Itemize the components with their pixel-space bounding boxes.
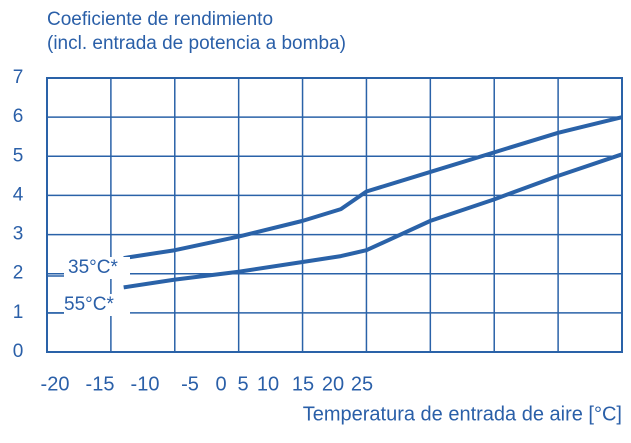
x-tick-label: 20: [322, 373, 344, 395]
x-tick-label: 0: [215, 373, 226, 395]
y-tick-label: 5: [13, 145, 24, 166]
chart-subtitle: (incl. entrada de potencia a bomba): [47, 33, 346, 54]
legend-label: 55°C*: [64, 294, 114, 315]
series-line: [123, 115, 623, 261]
y-tick-label: 0: [13, 341, 24, 362]
x-tick-label: -15: [86, 373, 115, 395]
legend-bg: [64, 294, 130, 316]
chart-title: Coeficiente de rendimiento: [47, 9, 273, 30]
legend-label: 35°C*: [68, 257, 118, 278]
series-line: [123, 152, 623, 290]
y-tick-label: 1: [13, 302, 24, 323]
x-tick-label: -20: [41, 373, 70, 395]
x-tick-label: 10: [257, 373, 279, 395]
y-tick-label: 2: [13, 263, 24, 284]
y-tick-label: 3: [13, 224, 24, 245]
y-tick-label: 6: [13, 106, 24, 127]
x-axis-label: Temperatura de entrada de aire [°C]: [303, 403, 622, 425]
legend-bg: [64, 257, 130, 279]
y-tick-label: 4: [13, 184, 24, 205]
y-tick-label: 7: [13, 67, 24, 88]
x-tick-label: 15: [292, 373, 314, 395]
x-tick-label: -10: [131, 373, 160, 395]
x-tick-label: 5: [237, 373, 248, 395]
x-tick-label: -5: [181, 373, 199, 395]
x-tick-label: 25: [351, 373, 373, 395]
plot-frame: [46, 77, 623, 353]
